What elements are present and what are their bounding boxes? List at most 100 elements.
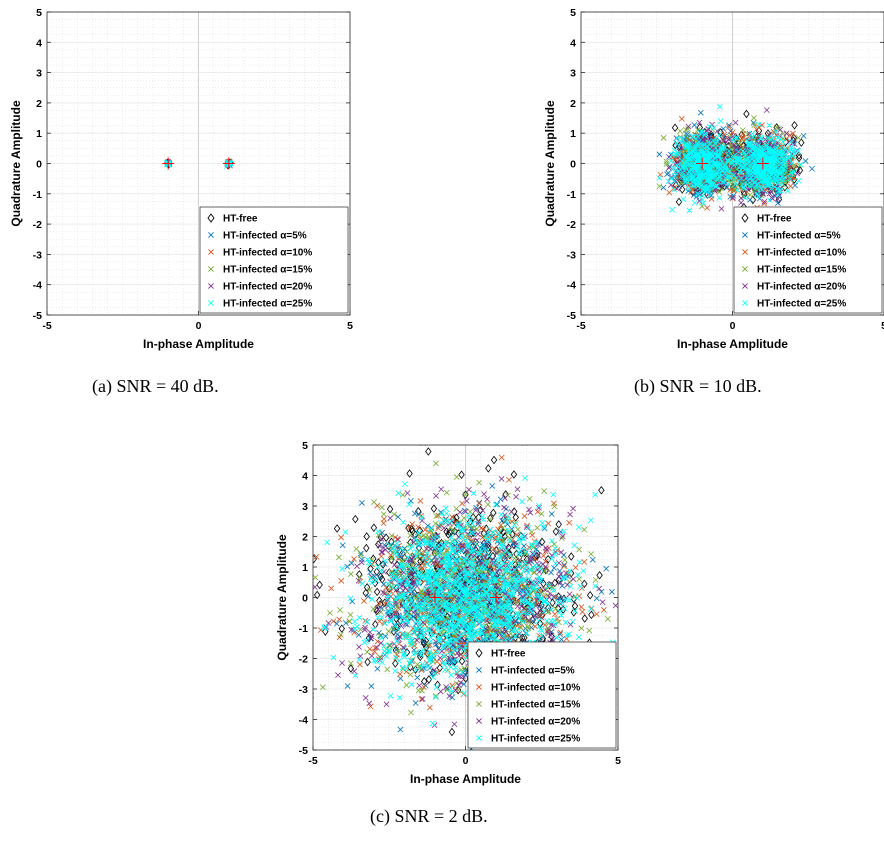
data-point-ht-infected-5	[726, 168, 733, 175]
data-point-ht-infected-5	[789, 170, 796, 177]
data-point-ht-free	[379, 560, 387, 569]
data-point-ht-infected-3	[450, 528, 457, 534]
data-point-ht-infected-1	[800, 132, 807, 139]
scatter-points	[313, 445, 618, 750]
data-point-ht-infected-1	[660, 184, 667, 191]
data-point-ht-infected-2	[729, 129, 736, 136]
data-point-ht-infected-5	[752, 168, 759, 175]
data-point-ht-infected-5	[754, 169, 761, 175]
data-point-ht-infected-2	[423, 559, 429, 566]
data-point-ht-infected-1	[723, 184, 730, 191]
data-point-ht-infected-5	[704, 168, 711, 175]
data-point-ht-infected-3	[441, 627, 448, 633]
data-point-ht-infected-3	[407, 641, 414, 648]
data-point-ht-infected-3	[486, 516, 493, 523]
data-point-ht-infected-5	[725, 181, 731, 187]
data-point-ht-infected-5	[725, 151, 731, 158]
data-point-ht-infected-2	[361, 598, 367, 604]
data-point-ht-infected-3	[353, 545, 360, 552]
legend-entry-label: HT-infected α=25%	[757, 299, 846, 310]
data-point-ht-infected-1	[556, 568, 563, 574]
data-point-ht-infected-4	[452, 687, 459, 694]
legend-entry-label: HT-infected α=20%	[757, 282, 846, 293]
data-point-ht-infected-5	[694, 156, 701, 162]
data-point-ht-infected-4	[399, 602, 406, 609]
data-point-ht-infected-1	[414, 674, 421, 681]
data-point-ht-infected-4	[567, 621, 574, 628]
data-point-ht-infected-5	[777, 153, 784, 160]
y-tick-label: 5	[570, 7, 576, 19]
data-point-ht-infected-3	[347, 612, 354, 618]
data-point-ht-infected-4	[456, 682, 462, 689]
data-point-ht-infected-5	[766, 122, 773, 129]
data-point-ht-infected-5	[741, 149, 748, 156]
data-point-ht-free	[490, 508, 497, 518]
data-point-ht-infected-5	[716, 103, 723, 110]
data-point-ht-free	[333, 524, 341, 533]
data-point-ht-free	[373, 587, 381, 597]
data-point-ht-infected-5	[785, 154, 792, 161]
data-point-ht-infected-2	[399, 631, 406, 637]
data-point-ht-free	[406, 469, 413, 478]
data-point-ht-free	[469, 512, 477, 522]
data-point-ht-infected-4	[612, 602, 618, 609]
legend-box	[199, 206, 349, 314]
data-point-ht-infected-3	[441, 653, 448, 660]
data-point-ht-infected-5	[746, 183, 753, 189]
data-point-ht-infected-5	[726, 173, 733, 180]
data-point-ht-infected-5	[716, 132, 723, 139]
data-point-ht-infected-5	[795, 148, 802, 155]
data-point-ht-infected-3	[538, 511, 545, 517]
data-point-ht-infected-5	[787, 138, 794, 145]
data-point-ht-infected-5	[716, 194, 723, 201]
data-point-ht-free	[377, 572, 384, 581]
reference-point-marker	[162, 157, 175, 170]
data-point-ht-infected-3	[790, 154, 797, 161]
data-point-ht-infected-4	[547, 632, 554, 639]
data-point-ht-infected-4	[368, 633, 375, 640]
data-point-ht-infected-5	[771, 169, 778, 176]
data-point-ht-infected-2	[421, 562, 428, 569]
data-point-ht-infected-1	[355, 632, 362, 638]
data-point-ht-infected-4	[727, 135, 733, 142]
data-point-ht-free	[425, 675, 433, 684]
legend-marker-x	[208, 300, 214, 306]
data-point-ht-infected-5	[703, 143, 710, 150]
y-tick-label: 4	[36, 37, 42, 49]
data-point-ht-infected-5	[707, 166, 714, 173]
x-tick-label: 5	[347, 320, 353, 332]
legend-entry-label: HT-infected α=5%	[757, 231, 841, 242]
data-point-ht-infected-1	[720, 125, 727, 132]
data-point-ht-infected-5	[766, 197, 773, 204]
data-point-ht-infected-5	[695, 167, 701, 174]
data-point-ht-free	[313, 590, 321, 600]
data-point-ht-infected-2	[666, 189, 673, 196]
data-point-ht-infected-3	[461, 665, 468, 672]
data-point-ht-infected-5	[689, 133, 696, 140]
x-axis-label: In-phase Amplitude	[677, 337, 788, 351]
data-point-ht-infected-2	[435, 512, 442, 519]
data-point-ht-infected-1	[368, 683, 375, 689]
data-point-ht-infected-4	[666, 154, 672, 160]
data-point-ht-infected-5	[775, 191, 781, 198]
data-point-ht-infected-3	[415, 687, 422, 694]
data-point-ht-infected-2	[376, 600, 383, 607]
data-point-ht-free	[588, 610, 595, 620]
data-point-ht-infected-3	[543, 586, 550, 593]
data-point-ht-free	[448, 727, 456, 737]
data-point-ht-infected-5	[692, 145, 698, 152]
data-point-ht-infected-1	[747, 196, 754, 203]
data-point-ht-infected-1	[462, 672, 469, 679]
data-point-ht-infected-3	[485, 501, 491, 508]
data-point-ht-infected-1	[485, 539, 492, 546]
data-point-ht-free	[430, 504, 438, 513]
data-point-ht-infected-1	[521, 584, 528, 591]
data-point-ht-infected-5	[699, 147, 706, 153]
data-point-ht-infected-5	[710, 161, 717, 168]
data-point-ht-infected-3	[357, 552, 364, 559]
data-point-ht-infected-3	[747, 192, 753, 198]
data-point-ht-infected-3	[461, 515, 467, 521]
reference-markers	[162, 157, 235, 170]
data-point-ht-infected-2	[328, 585, 335, 592]
